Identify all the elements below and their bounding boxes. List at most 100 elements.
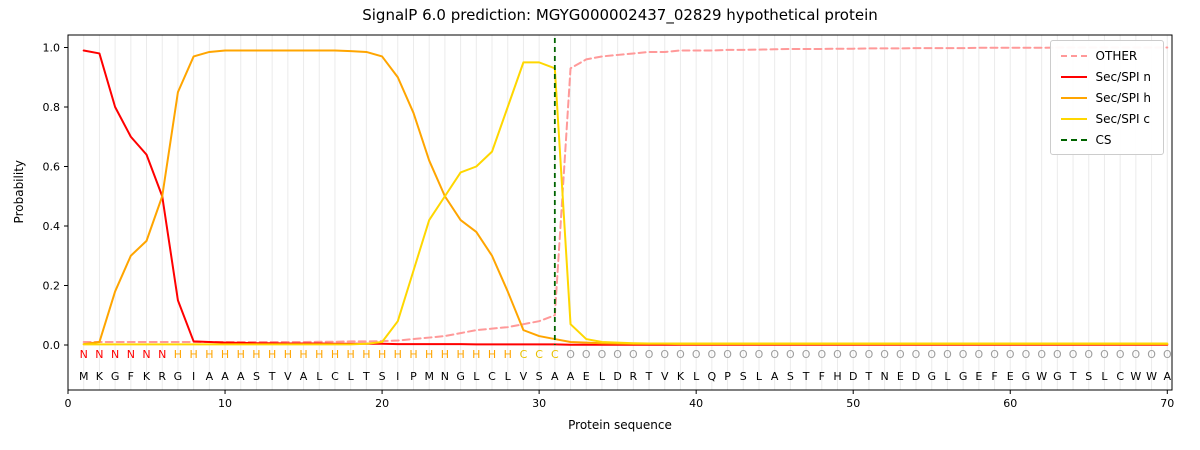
legend-label-other: OTHER [1095,48,1138,63]
svg-text:O: O [880,348,889,361]
svg-text:H: H [284,348,292,361]
svg-text:O: O [1084,348,1093,361]
svg-text:A: A [206,370,214,383]
svg-text:A: A [1164,370,1172,383]
svg-text:60: 60 [1003,397,1017,410]
svg-text:A: A [237,370,245,383]
svg-text:O: O [770,348,779,361]
svg-text:A: A [567,370,575,383]
svg-text:H: H [456,348,464,361]
svg-text:P: P [724,370,731,383]
svg-text:H: H [378,348,386,361]
svg-text:S: S [379,370,386,383]
svg-text:0.2: 0.2 [43,280,61,293]
svg-text:T: T [802,370,810,383]
svg-text:N: N [158,348,166,361]
svg-text:A: A [551,370,559,383]
legend-label-cs: CS [1095,132,1112,147]
svg-text:H: H [268,348,276,361]
svg-text:S: S [536,370,543,383]
svg-text:W: W [1130,370,1141,383]
svg-text:A: A [771,370,779,383]
svg-text:O: O [629,348,638,361]
svg-text:H: H [425,348,433,361]
svg-text:O: O [1100,348,1109,361]
svg-text:C: C [1116,370,1124,383]
svg-text:G: G [456,370,465,383]
sec-spi-n-line-sample [1060,75,1087,78]
svg-text:L: L [316,370,323,383]
svg-text:S: S [1085,370,1092,383]
svg-text:H: H [237,348,245,361]
svg-text:O: O [1147,348,1156,361]
legend-label-sec-spi-c: Sec/SPI c [1095,111,1150,126]
svg-text:O: O [975,348,984,361]
svg-text:40: 40 [689,397,703,410]
svg-text:H: H [347,348,355,361]
svg-text:O: O [692,348,701,361]
y-axis-label: Probability [12,160,26,224]
cs-line-sample [1060,138,1087,141]
svg-text:H: H [331,348,339,361]
svg-text:N: N [127,348,135,361]
svg-text:I: I [192,370,195,383]
svg-text:10: 10 [218,397,232,410]
svg-text:0.4: 0.4 [43,220,61,233]
svg-text:S: S [740,370,747,383]
svg-text:O: O [833,348,842,361]
svg-text:H: H [221,348,229,361]
svg-text:L: L [348,370,355,383]
svg-text:O: O [849,348,858,361]
svg-text:L: L [599,370,606,383]
svg-text:O: O [927,348,936,361]
svg-text:W: W [1146,370,1157,383]
svg-text:T: T [362,370,370,383]
svg-text:T: T [645,370,653,383]
svg-text:G: G [927,370,936,383]
svg-text:H: H [472,348,480,361]
legend-label-sec-spi-h: Sec/SPI h [1095,90,1151,105]
svg-text:C: C [535,348,543,361]
svg-text:H: H [205,348,213,361]
svg-text:D: D [849,370,857,383]
svg-text:G: G [959,370,968,383]
svg-text:S: S [787,370,794,383]
svg-text:D: D [613,370,621,383]
svg-text:P: P [410,370,417,383]
svg-text:L: L [693,370,700,383]
svg-text:O: O [676,348,685,361]
svg-text:C: C [331,370,339,383]
other-line-sample [1060,54,1087,57]
svg-text:20: 20 [375,397,389,410]
svg-text:F: F [991,370,997,383]
legend-label-sec-spi-n: Sec/SPI n [1095,69,1151,84]
svg-text:O: O [1022,348,1031,361]
svg-text:O: O [1006,348,1015,361]
svg-text:G: G [111,370,120,383]
svg-text:H: H [488,348,496,361]
svg-text:M: M [424,370,434,383]
svg-text:L: L [944,370,951,383]
legend-item-sec-spi-c: Sec/SPI c [1060,111,1151,126]
svg-text:N: N [142,348,150,361]
svg-text:30: 30 [532,397,546,410]
svg-text:H: H [315,348,323,361]
svg-text:0.8: 0.8 [43,101,61,114]
svg-text:E: E [583,370,590,383]
svg-text:G: G [174,370,183,383]
sec-spi-h-line-sample [1060,96,1087,99]
svg-text:O: O [660,348,669,361]
svg-text:E: E [1007,370,1014,383]
svg-text:M: M [79,370,89,383]
svg-text:K: K [677,370,685,383]
svg-text:O: O [1132,348,1141,361]
svg-text:O: O [723,348,732,361]
svg-text:H: H [394,348,402,361]
svg-text:O: O [1163,348,1172,361]
svg-text:K: K [96,370,104,383]
svg-text:70: 70 [1160,397,1174,410]
svg-text:H: H [504,348,512,361]
x-axis-label: Protein sequence [568,418,672,432]
svg-text:H: H [409,348,417,361]
